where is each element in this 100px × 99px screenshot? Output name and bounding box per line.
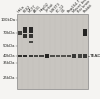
Bar [23, 34, 27, 38]
Text: Raw264.7: Raw264.7 [66, 0, 81, 13]
Bar [40, 55, 44, 57]
Bar [56, 55, 60, 57]
Bar [67, 55, 71, 57]
Text: Jurkat: Jurkat [44, 3, 55, 13]
Bar [23, 55, 27, 57]
Text: MCF7: MCF7 [28, 4, 38, 13]
Bar [29, 41, 33, 43]
Text: Rabbit: Rabbit [82, 2, 93, 13]
Text: 50kDa: 50kDa [3, 44, 16, 48]
Bar [23, 27, 27, 33]
Bar [83, 54, 87, 58]
Bar [61, 55, 66, 57]
Bar [18, 55, 22, 57]
Bar [45, 54, 49, 58]
Bar [18, 31, 22, 35]
Text: 40kDa: 40kDa [3, 54, 16, 58]
Text: A431: A431 [33, 4, 43, 13]
Text: C6: C6 [61, 7, 67, 13]
Text: 35kDa: 35kDa [3, 61, 16, 65]
Text: 70kDa: 70kDa [3, 31, 16, 35]
Text: NIH3T3: NIH3T3 [50, 1, 62, 13]
Bar [50, 55, 55, 57]
Text: PC-12: PC-12 [55, 3, 65, 13]
Text: TEAD4: TEAD4 [90, 54, 100, 58]
Text: 25kDa: 25kDa [3, 76, 16, 80]
Text: 100kDa: 100kDa [0, 18, 16, 22]
Bar [34, 55, 38, 57]
Bar [78, 54, 82, 58]
Text: Rat brain: Rat brain [77, 0, 91, 13]
Text: HepG2: HepG2 [39, 2, 50, 13]
Text: K562: K562 [22, 4, 32, 13]
Bar [17, 14, 88, 89]
Bar [29, 55, 33, 57]
Bar [72, 54, 76, 58]
Text: Mouse brain: Mouse brain [72, 0, 90, 13]
Bar [83, 29, 87, 36]
Bar [29, 27, 33, 33]
Text: HeLa: HeLa [17, 4, 26, 13]
Bar [29, 34, 33, 38]
